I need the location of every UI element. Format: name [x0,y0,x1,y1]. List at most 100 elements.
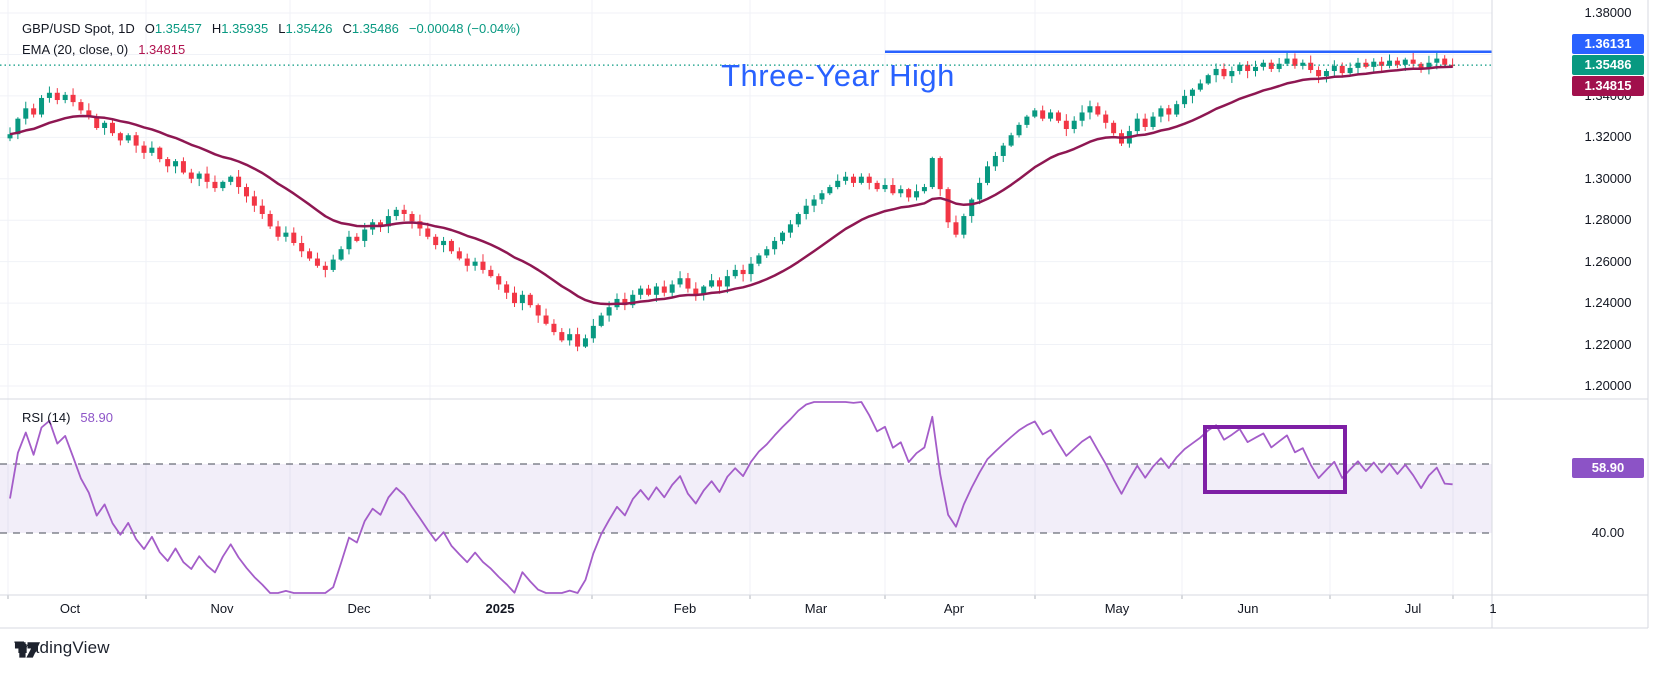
candle[interactable] [701,286,707,295]
candle[interactable] [346,236,352,250]
candle[interactable] [31,108,37,115]
rsi-highlight-box[interactable] [1203,425,1347,494]
candle[interactable] [251,196,257,206]
symbol-title[interactable]: GBP/USD Spot, 1D [22,21,135,36]
candle[interactable] [378,222,384,227]
candle[interactable] [977,182,983,200]
ema-line[interactable] [9,65,1453,306]
candle[interactable] [133,135,139,146]
candle[interactable] [1316,69,1322,77]
candle[interactable] [787,224,793,233]
candle[interactable] [1245,64,1251,72]
candle[interactable] [1237,64,1243,72]
candle[interactable] [496,276,502,285]
candle[interactable] [1284,58,1290,64]
candle[interactable] [1418,63,1424,69]
candle[interactable] [393,209,399,217]
candle[interactable] [1229,71,1235,77]
candle[interactable] [906,189,912,198]
candle[interactable] [180,161,186,173]
candle[interactable] [535,305,541,316]
candle[interactable] [582,338,588,347]
candle[interactable] [149,147,155,153]
candle[interactable] [1371,61,1377,67]
rsi-label[interactable]: RSI (14) [22,410,71,425]
candle[interactable] [204,173,210,182]
candle[interactable] [646,288,652,295]
candle[interactable] [338,249,344,260]
candle[interactable] [1253,66,1259,72]
candle[interactable] [827,187,833,194]
candle[interactable] [433,236,439,246]
three-year-high-annotation[interactable]: Three-Year High [721,58,955,93]
candle[interactable] [228,176,234,182]
candle[interactable] [1079,112,1085,121]
candle[interactable] [39,97,45,115]
candle[interactable] [1182,95,1188,105]
candle[interactable] [425,228,431,237]
candle[interactable] [243,187,249,197]
candle[interactable] [330,259,336,270]
candle[interactable] [1434,58,1440,63]
candle[interactable] [772,240,778,250]
candle[interactable] [1394,60,1400,65]
candle[interactable] [1442,58,1448,65]
candle[interactable] [236,176,242,188]
candle[interactable] [1095,106,1101,115]
candle[interactable] [732,269,738,277]
candle[interactable] [764,249,770,256]
candle[interactable] [567,334,573,341]
candle[interactable] [1040,110,1046,119]
candle[interactable] [795,213,801,225]
candle[interactable] [1134,118,1140,132]
candle[interactable] [953,222,959,235]
candle[interactable] [543,315,549,324]
candle[interactable] [914,191,920,198]
candle[interactable] [141,145,147,153]
candle[interactable] [945,189,951,223]
candle[interactable] [724,276,730,287]
candle[interactable] [362,229,368,241]
candle[interactable] [1205,75,1211,84]
candle[interactable] [299,242,305,252]
candle[interactable] [401,209,407,214]
candles-layer[interactable] [7,51,1456,352]
candle[interactable] [1260,62,1266,67]
candle[interactable] [969,199,975,217]
candle[interactable] [1174,104,1180,115]
candle[interactable] [1268,62,1274,69]
candle[interactable] [1426,62,1432,69]
candle[interactable] [86,110,92,117]
candle[interactable] [1189,89,1195,96]
candle[interactable] [283,232,289,237]
candle[interactable] [575,334,581,347]
candle[interactable] [196,173,202,179]
candle[interactable] [125,135,131,141]
candle[interactable] [1000,145,1006,156]
candle[interactable] [874,182,880,190]
candle[interactable] [1016,124,1022,136]
candle[interactable] [866,176,872,183]
tradingview-logo[interactable]: TradingView [14,638,110,658]
candle[interactable] [740,269,746,275]
candle[interactable] [519,294,525,304]
candle[interactable] [512,292,518,304]
candle[interactable] [693,288,699,295]
candle[interactable] [23,108,29,119]
candle[interactable] [307,251,313,259]
candle[interactable] [1166,108,1172,115]
candle[interactable] [843,176,849,181]
candle[interactable] [961,216,967,235]
candle[interactable] [1103,114,1109,123]
candle[interactable] [984,166,990,183]
candle[interactable] [504,284,510,293]
candle[interactable] [590,325,596,339]
candle[interactable] [756,255,762,264]
candle[interactable] [314,258,320,266]
candle[interactable] [1055,112,1061,121]
candle[interactable] [409,213,415,222]
candle[interactable] [188,172,194,179]
candle[interactable] [606,307,612,316]
candle[interactable] [94,116,100,128]
candle[interactable] [748,263,754,275]
